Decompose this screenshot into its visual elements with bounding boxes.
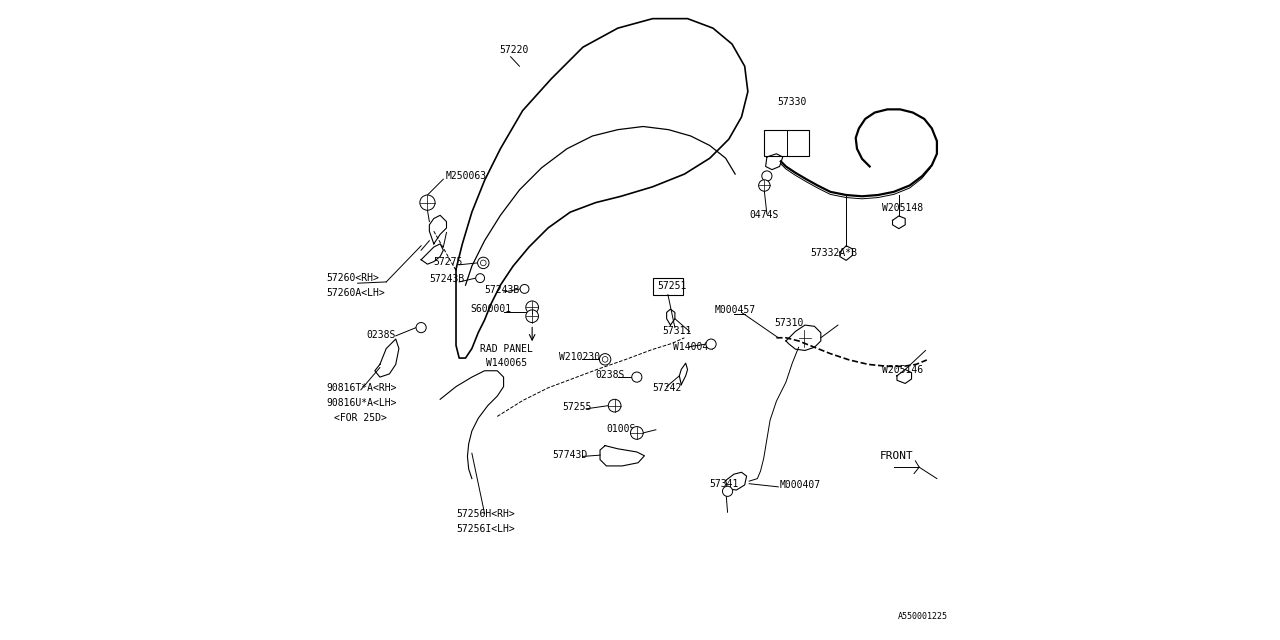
Circle shape: [526, 301, 539, 314]
Text: RAD PANEL: RAD PANEL: [480, 344, 532, 354]
Text: 57341: 57341: [710, 479, 739, 489]
Text: 57243B: 57243B: [485, 285, 520, 295]
Text: 57332A*B: 57332A*B: [810, 248, 858, 259]
Bar: [653, 278, 684, 294]
Circle shape: [520, 284, 529, 293]
Circle shape: [480, 260, 486, 266]
Bar: [764, 130, 809, 156]
Circle shape: [759, 180, 771, 191]
Circle shape: [416, 323, 426, 333]
Text: 0100S: 0100S: [607, 424, 636, 434]
Text: 57743D: 57743D: [553, 450, 588, 460]
Text: W140044: W140044: [673, 342, 714, 353]
Circle shape: [707, 339, 716, 349]
Circle shape: [526, 310, 539, 323]
Text: 57310: 57310: [774, 317, 804, 328]
Text: M000407: M000407: [780, 480, 820, 490]
Circle shape: [603, 356, 608, 362]
Text: S600001: S600001: [470, 304, 511, 314]
Text: 57260A<LH>: 57260A<LH>: [326, 289, 385, 298]
Text: 57256H<RH>: 57256H<RH>: [456, 509, 515, 518]
Circle shape: [420, 195, 435, 211]
Text: 90816T*A<RH>: 90816T*A<RH>: [326, 383, 397, 393]
Circle shape: [599, 354, 611, 365]
Text: W205148: W205148: [882, 204, 923, 213]
Text: 57275: 57275: [434, 257, 463, 268]
Text: A550001225: A550001225: [897, 612, 947, 621]
Circle shape: [762, 171, 772, 181]
Circle shape: [722, 486, 732, 497]
Circle shape: [632, 372, 641, 382]
Text: 57251: 57251: [658, 282, 687, 291]
Text: M250063: M250063: [445, 171, 486, 181]
Text: <FOR 25D>: <FOR 25D>: [334, 413, 387, 424]
Text: 57255: 57255: [563, 402, 591, 412]
Circle shape: [608, 399, 621, 412]
Text: 0238S: 0238S: [595, 370, 625, 380]
Text: 90816U*A<LH>: 90816U*A<LH>: [326, 398, 397, 408]
Text: 57220: 57220: [499, 45, 529, 56]
Text: W210230: W210230: [559, 352, 600, 362]
Text: 0474S: 0474S: [749, 211, 778, 220]
Text: 57243B: 57243B: [429, 274, 465, 284]
Text: W140065: W140065: [486, 358, 527, 367]
Circle shape: [476, 274, 485, 283]
Text: 57330: 57330: [777, 97, 806, 108]
Text: W205146: W205146: [882, 365, 923, 375]
Text: 57242: 57242: [653, 383, 682, 393]
Text: M000457: M000457: [714, 305, 755, 315]
Text: 57260<RH>: 57260<RH>: [326, 273, 379, 284]
Text: 57311: 57311: [662, 326, 691, 337]
Circle shape: [631, 427, 643, 439]
Text: FRONT: FRONT: [879, 451, 914, 461]
Circle shape: [477, 257, 489, 269]
Text: 57256I<LH>: 57256I<LH>: [456, 524, 515, 534]
Text: 0238S: 0238S: [366, 330, 396, 340]
